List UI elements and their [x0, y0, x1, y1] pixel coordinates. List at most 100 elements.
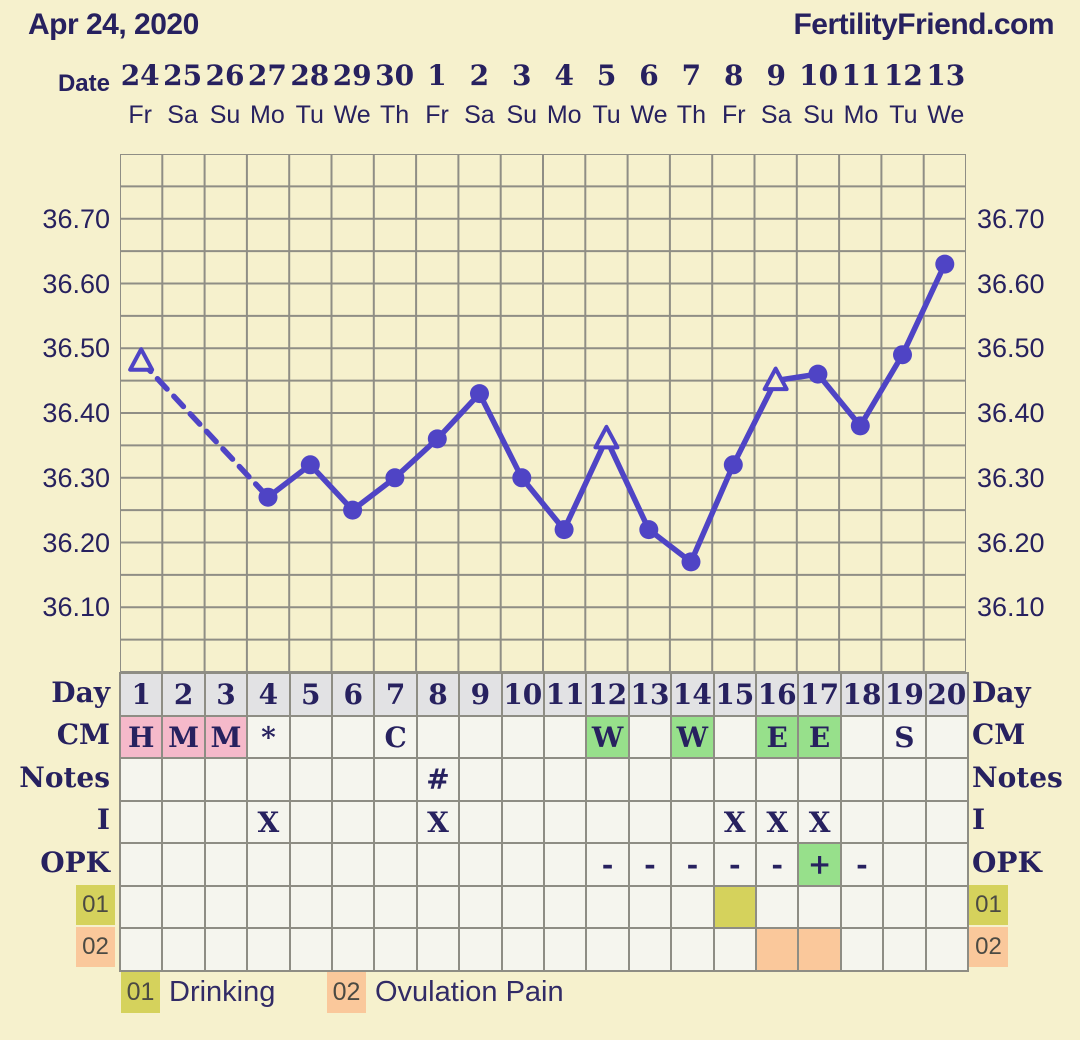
table-cell-opk-day18: - [840, 843, 884, 886]
date-cell: 10 [799, 59, 839, 92]
table-cell-opk-day3 [204, 843, 248, 886]
table-cell-day-day19: 19 [883, 673, 926, 716]
table-cell-intercourse-day11 [544, 800, 587, 843]
table-cell-opk-day12: - [586, 843, 629, 886]
table-cell-day-day12: 12 [586, 673, 629, 716]
table-cell-custom-02-day1 [120, 928, 163, 971]
y-axis-tick-right: 36.20 [977, 527, 1045, 558]
table-cell-intercourse-day16: X [756, 800, 799, 843]
table-cell-day-day14: 14 [671, 673, 714, 716]
table-cell-notes-day11 [544, 758, 587, 801]
table-cell-cm-day9 [459, 715, 502, 758]
date-cell: 7 [681, 59, 702, 92]
table-cell-custom-01-day6 [332, 885, 375, 928]
y-axis-tick-left: 36.10 [42, 592, 110, 623]
date-cell: 26 [205, 59, 245, 92]
temp-marker-dot [850, 416, 870, 436]
weekday-cell: Sa [464, 101, 495, 129]
table-cell-custom-01-day20 [925, 885, 968, 928]
weekday-cell: Fr [128, 101, 152, 129]
table-cell-day-day8: 8 [416, 673, 460, 716]
weekday-cell: Tu [889, 101, 918, 129]
calendar-weekdays-row: Fr Sa Su Mo Tu We Th Fr Sa Su Mo Tu We Th Fr Sa Su Mo Tu We [119, 100, 967, 130]
table-cell-custom-01-day12 [586, 885, 629, 928]
table-cell-intercourse-day3 [204, 800, 248, 843]
bbt-temperature-chart [120, 154, 966, 672]
date-cell: 29 [332, 59, 372, 92]
date-cell: 25 [163, 59, 203, 92]
row-label-chip-custom-02-right: 02 [969, 927, 1008, 968]
table-cell-notes-day18 [840, 758, 884, 801]
y-axis-tick-right: 36.70 [977, 203, 1045, 234]
temp-marker-dot [893, 345, 912, 365]
table-cell-opk-day10 [501, 843, 544, 886]
table-cell-custom-02-day18 [840, 928, 884, 971]
row-label-opk-right: OPK [972, 845, 1042, 879]
row-label-chip-custom-02-left: 02 [76, 927, 115, 968]
table-cell-notes-day16 [756, 758, 799, 801]
table-cell-day-day2: 2 [162, 673, 205, 716]
weekday-cell: Mo [546, 101, 582, 129]
table-cell-cm-day16: E [756, 715, 799, 758]
temp-marker-open-triangle [762, 366, 789, 392]
table-cell-cm-day14: W [671, 715, 714, 758]
table-cell-custom-01-day9 [459, 885, 502, 928]
table-cell-custom-01-day1 [120, 885, 163, 928]
table-cell-opk-day1 [120, 843, 163, 886]
row-label-day-right: Day [972, 676, 1031, 709]
date-cell: 9 [766, 59, 786, 92]
row-label-chip-custom-01-right: 01 [969, 885, 1008, 925]
table-cell-custom-01-day16 [756, 885, 799, 928]
legend-item-01: 01 Drinking [121, 972, 275, 1013]
date-cell: 30 [375, 59, 415, 92]
temp-marker-dot [385, 468, 405, 488]
table-cell-cm-day5 [289, 715, 332, 758]
table-cell-day-day10: 10 [501, 673, 544, 716]
table-cell-intercourse-day4: X [247, 800, 290, 843]
table-cell-cm-day10 [501, 715, 544, 758]
date-cell: 27 [247, 59, 287, 92]
table-cell-intercourse-day20 [925, 800, 968, 843]
y-axis-tick-right: 36.30 [977, 462, 1045, 493]
table-cell-opk-day4 [247, 843, 290, 886]
table-cell-intercourse-day17: X [798, 800, 841, 843]
chart-date-title: Apr 24, 2020 [28, 8, 199, 41]
table-cell-notes-day2 [162, 758, 205, 801]
temp-marker-dot [723, 455, 743, 475]
weekday-cell: Th [676, 101, 706, 129]
row-label-day-left: Day [51, 676, 110, 709]
table-cell-cm-day4: * [247, 715, 290, 758]
table-cell-custom-02-day14 [671, 928, 714, 971]
table-cell-intercourse-day12 [586, 800, 629, 843]
table-cell-custom-02-day4 [247, 928, 290, 971]
table-cell-notes-day3 [204, 758, 248, 801]
table-cell-custom-02-day15 [713, 928, 756, 971]
table-cell-custom-01-day8 [416, 885, 460, 928]
table-cell-intercourse-day1 [120, 800, 163, 843]
table-cell-custom-01-day3 [204, 885, 248, 928]
temp-line-dashed-gap [138, 358, 271, 500]
date-cell: 13 [926, 59, 966, 92]
row-label-notes-left: Notes [19, 760, 110, 794]
table-cell-intercourse-day9 [459, 800, 502, 843]
table-cell-custom-01-day7 [374, 885, 417, 928]
temp-marker-dot [258, 487, 278, 507]
table-cell-cm-day20 [925, 715, 968, 758]
row-label-cm-right: CM [972, 718, 1026, 752]
table-cell-custom-01-day15 [713, 885, 756, 928]
temp-marker-dot [427, 429, 447, 449]
y-axis-tick-left: 36.60 [42, 268, 110, 299]
table-cell-custom-02-day16 [756, 928, 799, 971]
temp-marker-dot [512, 468, 532, 488]
table-cell-cm-day11 [544, 715, 587, 758]
weekday-cell: Su [209, 101, 241, 129]
temp-marker-dot [808, 364, 828, 384]
date-cell: 8 [724, 59, 744, 92]
date-row-label: Date [57, 70, 110, 97]
table-cell-custom-01-day2 [162, 885, 205, 928]
fertilityfriend-logo[interactable]: FertilityFriend.com [793, 8, 1054, 41]
table-cell-intercourse-day18 [840, 800, 884, 843]
table-cell-day-day11: 11 [544, 673, 587, 716]
table-cell-day-day4: 4 [247, 673, 290, 716]
table-cell-custom-01-day13 [628, 885, 672, 928]
